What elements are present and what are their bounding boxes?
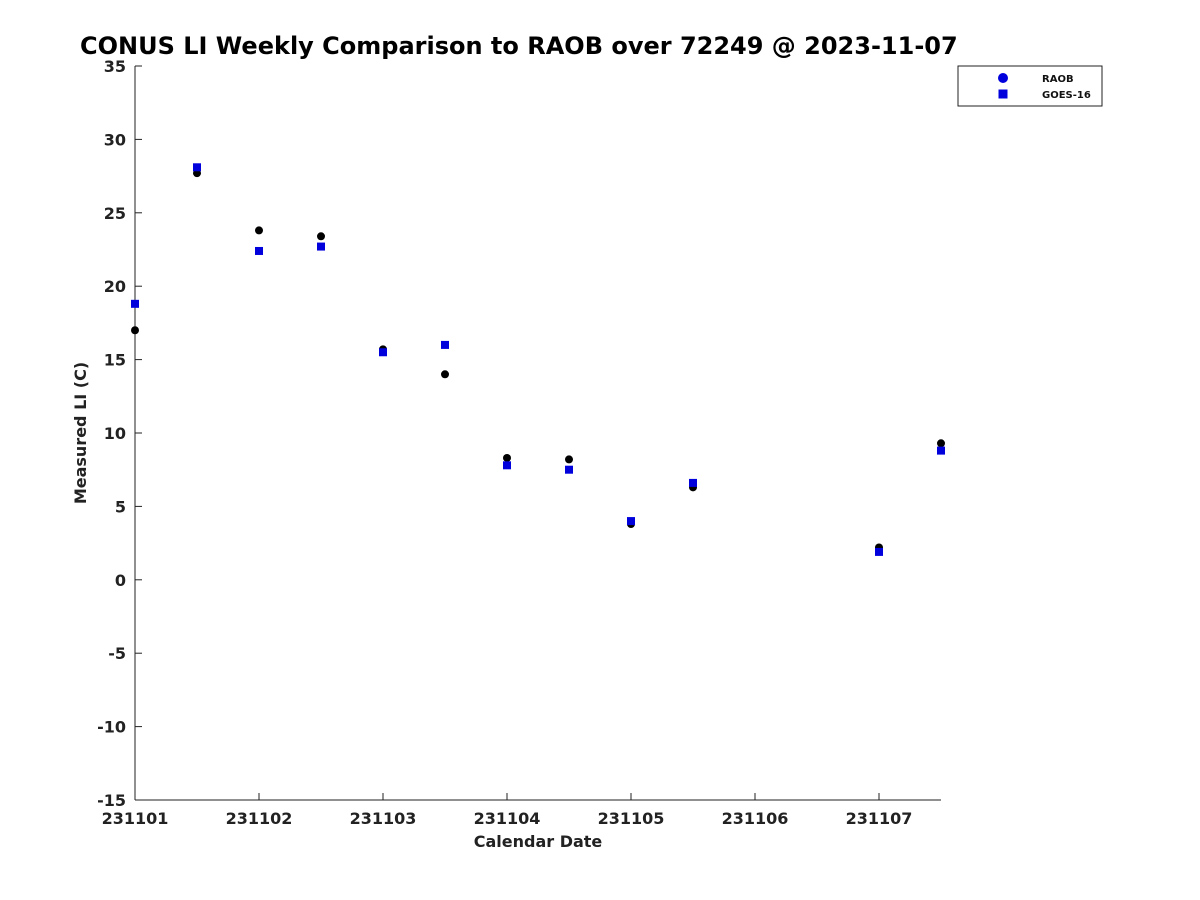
plot-area	[134, 66, 941, 801]
series-raob	[131, 169, 945, 552]
y-tick-label: 30	[104, 130, 126, 149]
goes-16-point	[689, 478, 697, 487]
x-tick-label: 231103	[350, 809, 417, 828]
y-tick-label: 5	[115, 497, 126, 516]
y-tick-label: 25	[104, 204, 126, 223]
goes-16-point	[937, 446, 945, 455]
chart-title: CONUS LI Weekly Comparison to RAOB over …	[80, 32, 958, 60]
legend-marker-square	[998, 89, 1008, 99]
x-axis-label: Calendar Date	[474, 832, 603, 851]
y-tick-label: 15	[104, 351, 126, 370]
legend-label: RAOB	[1042, 74, 1074, 85]
goes-16-point	[627, 517, 635, 526]
x-tick-label: 231105	[598, 809, 665, 828]
goes-16-point	[565, 465, 573, 474]
x-ticks: 231101 231102 231103 231104 231105 231106 2311…	[102, 793, 913, 828]
raob-point	[937, 439, 945, 448]
x-tick-label: 231106	[722, 809, 789, 828]
x-tick-label: 231102	[226, 809, 293, 828]
raob-point	[503, 453, 511, 462]
legend: RAOB GOES-16	[957, 65, 1103, 107]
y-axis-label: Measured LI (C)	[71, 362, 90, 504]
y-tick-label: 0	[115, 571, 126, 590]
goes-16-point	[193, 163, 201, 172]
y-tick-label: -10	[97, 718, 126, 737]
y-tick-label: 10	[104, 424, 126, 443]
goes-16-point	[255, 246, 263, 255]
legend-box	[957, 65, 1103, 107]
x-tick-label: 231101	[102, 809, 169, 828]
y-tick-label: -15	[97, 791, 126, 810]
legend-label: GOES-16	[1042, 90, 1091, 101]
goes-16-point	[317, 242, 325, 251]
y-tick-label: -5	[108, 644, 126, 663]
legend-marker-circle	[998, 73, 1008, 83]
goes-16-point	[441, 340, 449, 349]
x-tick-label: 231107	[846, 809, 913, 828]
legend-items: RAOB GOES-16	[998, 73, 1091, 101]
raob-point	[255, 226, 263, 235]
goes-16-point	[503, 461, 511, 470]
series-goes-16	[131, 163, 945, 556]
raob-point	[131, 326, 139, 335]
data-points	[131, 163, 945, 556]
raob-point	[317, 232, 325, 241]
y-tick-label: 35	[104, 57, 126, 76]
goes-16-point	[379, 348, 387, 357]
x-tick-label: 231104	[474, 809, 541, 828]
raob-point	[565, 455, 573, 464]
goes-16-point	[131, 299, 139, 308]
goes-16-point	[875, 547, 883, 556]
y-tick-label: 20	[104, 277, 126, 296]
raob-point	[441, 370, 449, 379]
y-ticks: -15 -10 -5 0 5 10 15 20 25 30 35	[97, 57, 142, 810]
